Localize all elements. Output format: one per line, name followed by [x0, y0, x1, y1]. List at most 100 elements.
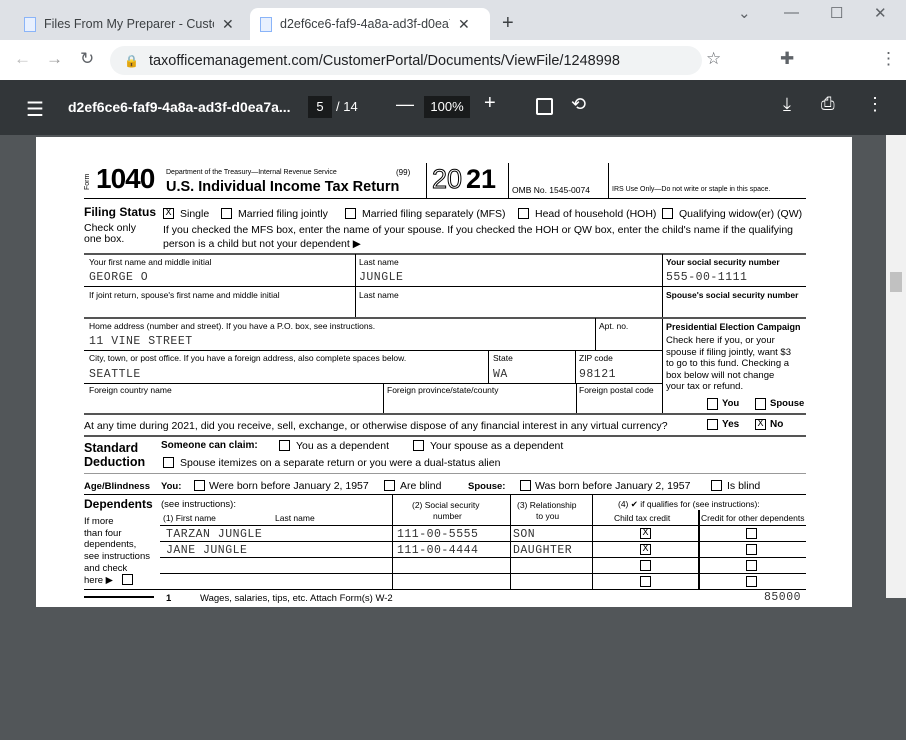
spouse-born-checkbox[interactable]	[520, 480, 531, 491]
minimize-button[interactable]: —	[784, 4, 799, 21]
col-ssn: (2) Social security	[412, 500, 480, 510]
print-icon[interactable]: ⎙	[821, 94, 835, 113]
pec-spouse-label: Spouse	[770, 398, 805, 409]
dept-text: Department of the Treasury—Internal Reve…	[166, 169, 337, 176]
last-name-field[interactable]: JUNGLE	[359, 271, 404, 284]
virtual-no-checkbox[interactable]: X	[755, 419, 766, 430]
close-window-button[interactable]: ✕	[874, 5, 887, 22]
pdf-toolbar: ☰ d2ef6ce6-faf9-4a8a-ad3f-d0ea7a... 5 / …	[0, 80, 906, 135]
other-credit-checkbox[interactable]	[746, 576, 757, 587]
col-other-credit: Credit for other dependents	[701, 513, 805, 523]
spouse-blind-checkbox[interactable]	[711, 480, 722, 491]
pec-spouse-checkbox[interactable]	[755, 398, 766, 410]
dependent-name[interactable]: TARZAN JUNGLE	[166, 528, 263, 541]
bookmark-star-icon[interactable]: ☆	[706, 49, 722, 68]
scrollbar[interactable]	[886, 135, 906, 598]
ssn-field[interactable]: 555-00-1111	[666, 271, 748, 284]
child-tax-credit-checkbox[interactable]	[640, 576, 651, 587]
child-tax-credit-checkbox[interactable]: X	[640, 528, 651, 539]
city-field[interactable]: SEATTLE	[89, 368, 141, 381]
home-address-field[interactable]: 11 VINE STREET	[89, 335, 193, 348]
ssn-label: Your social security number	[666, 257, 780, 267]
dependents-see: (see instructions):	[161, 499, 236, 510]
dependent-relationship[interactable]: DAUGHTER	[513, 544, 573, 557]
pec-title: Presidential Election Campaign	[666, 322, 801, 332]
page-number-input[interactable]: 5	[308, 96, 332, 118]
filing-note: If you checked the MFS box, enter the na…	[163, 224, 793, 236]
mfj-checkbox[interactable]	[221, 208, 232, 219]
age-blindness-label: Age/Blindness	[84, 481, 150, 492]
state-field[interactable]: WA	[493, 368, 508, 381]
extensions-puzzle-icon[interactable]: ✚	[780, 49, 795, 68]
more-options-icon[interactable]: ⋮	[866, 94, 884, 114]
dependent-ssn[interactable]: 111-00-4444	[397, 544, 479, 557]
virtual-no-label: No	[770, 419, 784, 430]
zoom-out-button[interactable]: —	[396, 94, 414, 114]
last-name-label: Last name	[359, 257, 399, 267]
mfs-checkbox[interactable]	[345, 208, 356, 219]
zoom-in-button[interactable]: +	[484, 92, 496, 114]
other-credit-checkbox[interactable]	[746, 560, 757, 571]
check-only-text: Check only	[84, 222, 136, 234]
virtual-yes-label: Yes	[722, 419, 740, 430]
spouse-ssn-label: Spouse's social security number	[666, 290, 799, 300]
you-dependent-checkbox[interactable]	[279, 440, 290, 451]
close-tab-icon[interactable]: ✕	[458, 15, 470, 32]
col-child-tax-credit: Child tax credit	[614, 513, 671, 523]
zip-label: ZIP code	[579, 353, 613, 363]
you-blind-checkbox[interactable]	[384, 480, 395, 491]
pdf-title: d2ef6ce6-faf9-4a8a-ad3f-d0ea7a...	[68, 99, 291, 115]
hoh-checkbox[interactable]	[518, 208, 529, 219]
form-code: (99)	[396, 168, 411, 177]
year-outline: 20	[431, 164, 463, 195]
you-dependent-label: You as a dependent	[296, 440, 390, 452]
child-tax-credit-checkbox[interactable]	[640, 560, 651, 571]
dependents-side-note: If more than four dependents, see instructi…	[84, 516, 151, 586]
other-credit-checkbox[interactable]	[746, 528, 757, 539]
mfj-label: Married filing jointly	[238, 208, 328, 220]
spouse-dependent-checkbox[interactable]	[413, 440, 424, 451]
download-icon[interactable]: ⤓	[783, 94, 791, 114]
menu-kebab-icon[interactable]: ⋮	[880, 49, 897, 68]
tab-search-icon[interactable]: ⌄	[738, 5, 751, 22]
form-label: Form	[84, 173, 91, 190]
zoom-level[interactable]: 100%	[424, 96, 470, 118]
zip-field[interactable]: 98121	[579, 368, 617, 381]
pec-you-checkbox[interactable]	[707, 398, 718, 410]
reload-icon[interactable]: ↻	[80, 49, 95, 68]
close-tab-icon[interactable]: ✕	[222, 15, 234, 32]
tab-bar: Files From My Preparer - Customer Portal…	[0, 0, 906, 40]
other-credit-checkbox[interactable]	[746, 544, 757, 555]
first-name-field[interactable]: GEORGE O	[89, 271, 149, 284]
dependent-ssn[interactable]: 111-00-5555	[397, 528, 479, 541]
tab-pdf[interactable]: d2ef6ce6-faf9-4a8a-ad3f-d0ea7a ✕	[250, 8, 490, 40]
qw-checkbox[interactable]	[662, 208, 673, 219]
dependent-relationship[interactable]: SON	[513, 528, 536, 541]
rotate-icon[interactable]: ⟲	[571, 94, 587, 114]
virtual-yes-checkbox[interactable]	[707, 419, 718, 430]
forward-icon[interactable]: →	[46, 49, 63, 68]
dependent-name[interactable]: JANE JUNGLE	[166, 544, 248, 557]
back-icon[interactable]: ←	[14, 49, 31, 68]
fit-page-icon[interactable]	[536, 98, 553, 115]
scrollbar-thumb[interactable]	[890, 272, 902, 292]
col-ssn-2: number	[433, 511, 462, 521]
qw-label: Qualifying widow(er) (QW)	[679, 208, 803, 220]
spouse-itemizes-checkbox[interactable]	[163, 457, 174, 468]
hoh-label: Head of household (HOH)	[535, 208, 657, 220]
maximize-button[interactable]: ☐	[830, 5, 844, 22]
child-tax-credit-checkbox[interactable]: X	[640, 544, 651, 555]
spouse-blind-label: Is blind	[727, 480, 761, 492]
col-first-name: (1) First name	[163, 513, 216, 523]
menu-icon[interactable]: ☰	[26, 99, 44, 121]
more-dependents-checkbox[interactable]	[122, 574, 133, 585]
single-checkbox[interactable]: X	[163, 208, 174, 219]
you-born-label: Were born before January 2, 1957	[209, 480, 369, 492]
you-born-checkbox[interactable]	[194, 480, 205, 491]
url-field[interactable]: 🔒 taxofficemanagement.com/CustomerPortal/…	[110, 46, 702, 75]
year-bold: 21	[466, 164, 497, 194]
someone-can-claim: Someone can claim:	[161, 440, 258, 451]
new-tab-button[interactable]: +	[502, 12, 514, 34]
tab-files-from-preparer[interactable]: Files From My Preparer - Customer Portal…	[14, 8, 250, 40]
